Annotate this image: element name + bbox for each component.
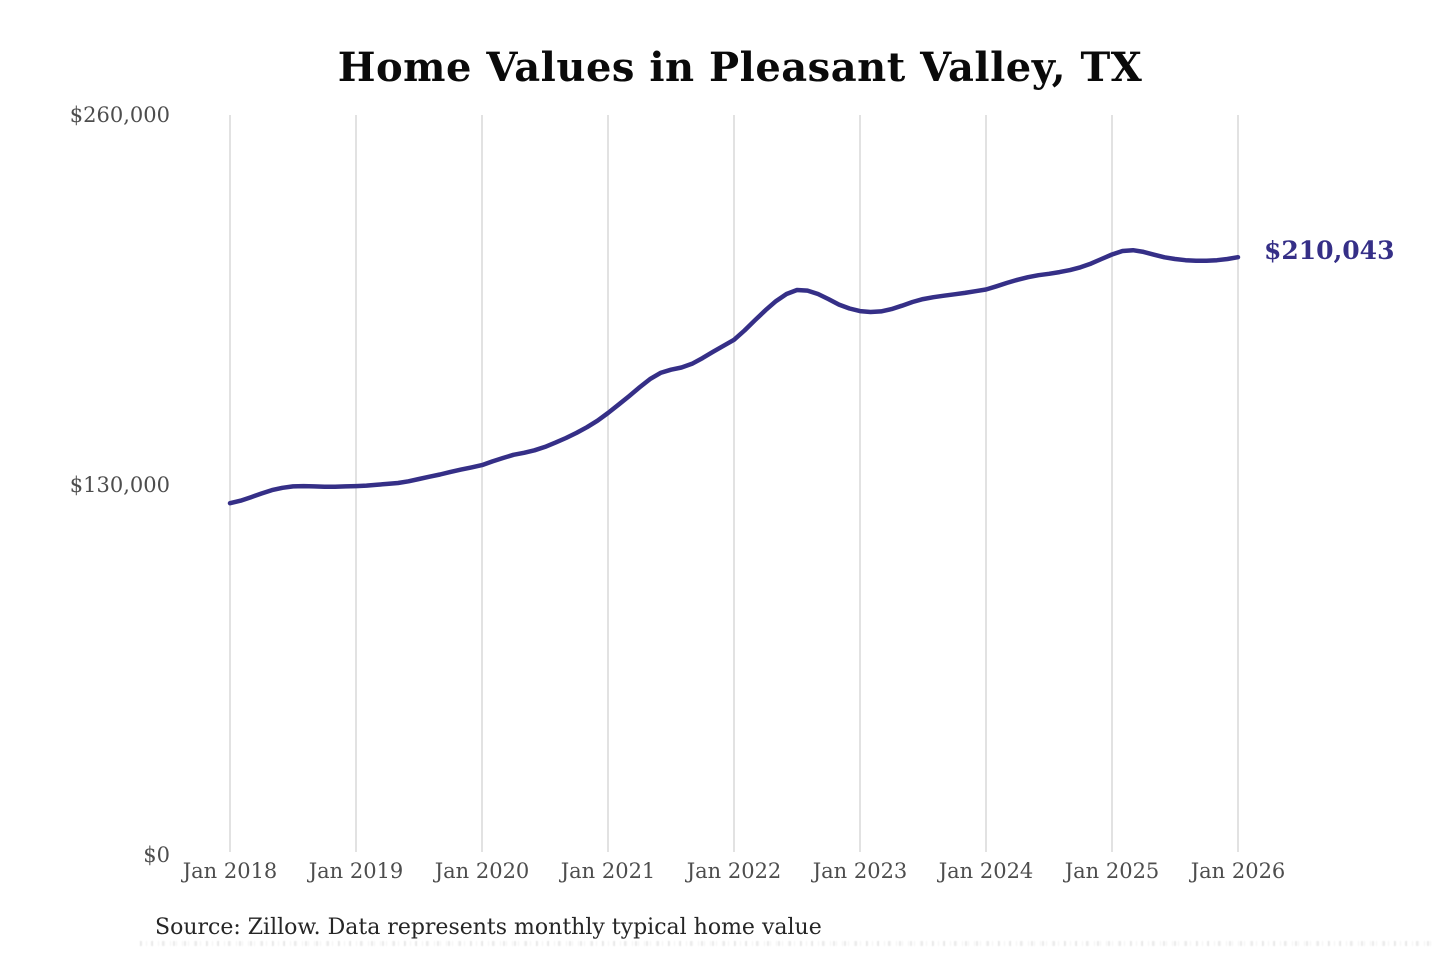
source-note: Source: Zillow. Data represents monthly … bbox=[155, 915, 822, 940]
x-tick-label: Jan 2025 bbox=[1064, 859, 1160, 883]
x-tick-label: Jan 2018 bbox=[182, 859, 278, 883]
y-tick-label: $0 bbox=[143, 843, 170, 867]
x-tick-label: Jan 2024 bbox=[938, 859, 1034, 883]
vertical-gridlines bbox=[229, 115, 1239, 852]
chart-title: Home Values in Pleasant Valley, TX bbox=[337, 44, 1143, 91]
y-tick-label: $260,000 bbox=[69, 103, 170, 127]
x-tick-label: Jan 2021 bbox=[560, 859, 656, 883]
x-tick-label: Jan 2019 bbox=[308, 859, 404, 883]
x-tick-label: Jan 2022 bbox=[686, 859, 782, 883]
y-tick-label: $130,000 bbox=[69, 473, 170, 497]
x-tick-label: Jan 2026 bbox=[1190, 859, 1286, 883]
last-value-label: $210,043 bbox=[1264, 236, 1395, 265]
x-tick-label: Jan 2023 bbox=[812, 859, 908, 883]
home-value-line bbox=[227, 247, 1241, 506]
x-tick-label: Jan 2020 bbox=[434, 859, 530, 883]
cropped-text-remnant bbox=[140, 941, 1432, 946]
